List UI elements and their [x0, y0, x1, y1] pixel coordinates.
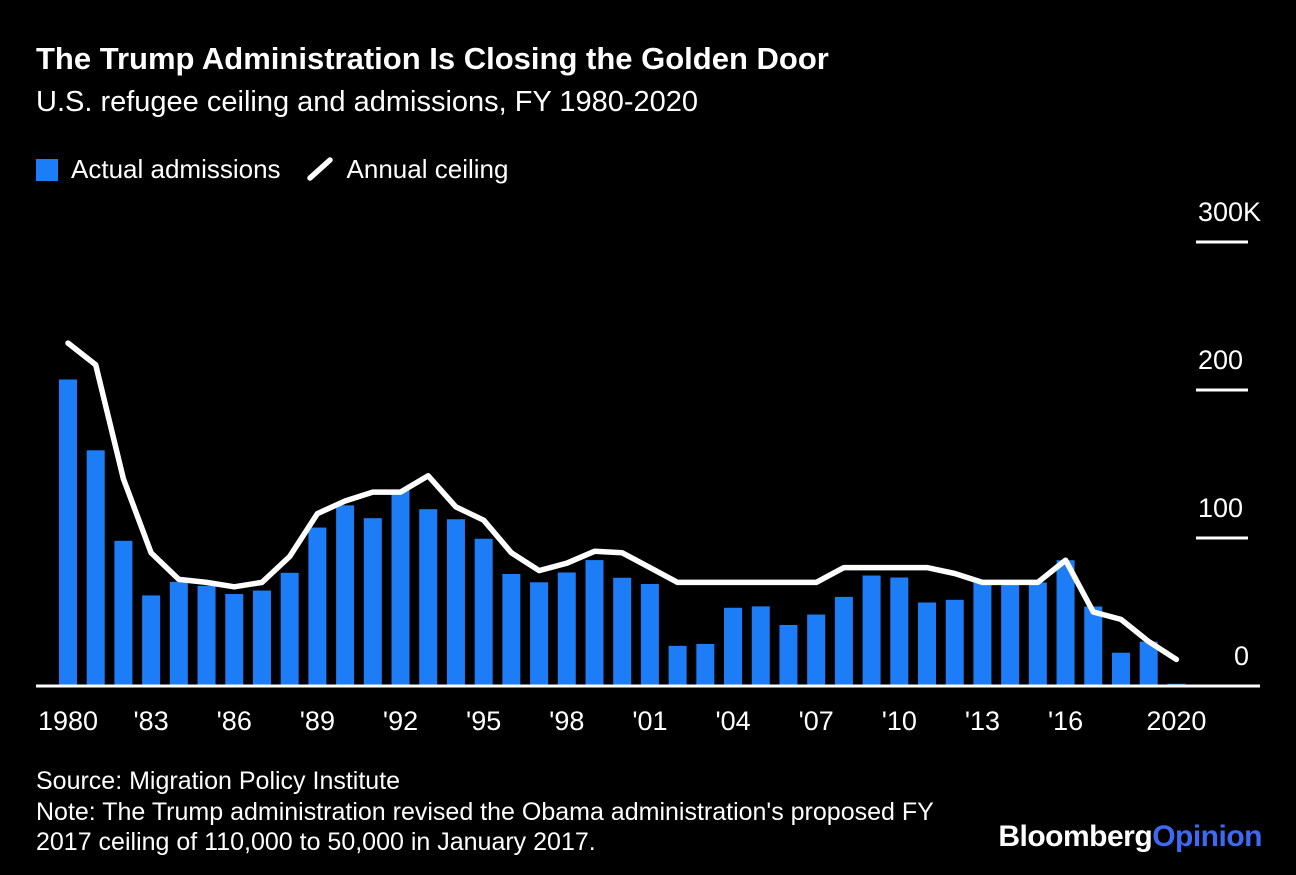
admissions-bar-1988 [280, 572, 299, 686]
admissions-bar-2018 [1111, 652, 1130, 686]
y-axis-tick-label: 300K [1198, 197, 1261, 227]
legend: Actual admissions Annual ceiling [36, 154, 508, 185]
admissions-bar-2009 [862, 575, 881, 686]
ceiling-line [65, 340, 1180, 663]
admissions-bar-1986 [225, 594, 244, 686]
admissions-bar-1982 [114, 540, 133, 686]
admissions-bar-1985 [197, 585, 216, 686]
footer-notes: Source: Migration Policy Institute Note:… [36, 766, 934, 858]
admissions-bar-2017 [1084, 606, 1103, 686]
admissions-bar-1998 [557, 572, 576, 686]
admissions-bar-1983 [142, 595, 161, 686]
admissions-bar-1989 [308, 527, 327, 686]
source-text: Source: Migration Policy Institute [36, 767, 401, 795]
x-axis-tick-label: '83 [134, 706, 169, 736]
admissions-bar-2006 [779, 624, 798, 686]
x-axis-tick-label: 2020 [1146, 706, 1206, 736]
y-axis-tick-label: 100 [1198, 493, 1243, 523]
x-axis-tick-label: '13 [965, 706, 1000, 736]
admissions-bar-2012 [945, 599, 964, 686]
y-axis-tick-label: 200 [1198, 345, 1243, 375]
admissions-bar-1996 [502, 573, 521, 686]
x-axis-tick-label: '16 [1048, 706, 1083, 736]
admissions-bar-2002 [668, 645, 687, 686]
chart-header: The Trump Administration Is Closing the … [36, 40, 829, 120]
admissions-bar-1995 [474, 538, 493, 686]
admissions-bar-2007 [807, 614, 826, 686]
admissions-bar-1994 [446, 519, 465, 686]
x-axis-tick-label: '86 [217, 706, 252, 736]
note-text-line1: Note: The Trump administration revised t… [36, 797, 934, 826]
admissions-bar-2005 [751, 606, 770, 686]
legend-item-ceiling: Annual ceiling [306, 154, 509, 185]
admissions-bar-2015 [1028, 582, 1047, 686]
admissions-bar-2019 [1139, 641, 1158, 686]
x-axis-tick-label: '95 [466, 706, 501, 736]
x-axis-tick-label: '98 [549, 706, 584, 736]
admissions-bar-1981 [86, 450, 105, 686]
x-axis-tick-label: '04 [715, 706, 750, 736]
admissions-bar-1993 [419, 509, 438, 686]
admissions-bar-1991 [363, 518, 382, 686]
x-axis-tick-label: '10 [882, 706, 917, 736]
admissions-bar-1980 [59, 379, 77, 686]
x-axis-tick-label: '01 [632, 706, 667, 736]
y-axis-tick-label: 0 [1234, 641, 1249, 671]
logo-opinion: Opinion [1152, 820, 1262, 853]
note-text-line2: 2017 ceiling of 110,000 to 50,000 in Jan… [36, 828, 596, 856]
admissions-bar-1992 [391, 489, 410, 686]
legend-item-admissions: Actual admissions [36, 154, 281, 185]
bloomberg-opinion-logo: BloombergOpinion [998, 820, 1262, 854]
admissions-bar-2013 [973, 582, 992, 686]
chart-subtitle: U.S. refugee ceiling and admissions, FY … [36, 86, 699, 118]
admissions-bar-1997 [530, 582, 549, 686]
admissions-bar-2016 [1056, 560, 1075, 686]
logo-bloomberg: Bloomberg [998, 820, 1153, 853]
admissions-bar-1990 [336, 505, 355, 686]
admissions-bar-1984 [169, 581, 188, 686]
admissions-bar-2014 [1001, 582, 1020, 686]
legend-ceiling-label: Annual ceiling [346, 154, 509, 184]
x-axis-tick-label: '89 [300, 706, 335, 736]
chart-title: The Trump Administration Is Closing the … [36, 41, 829, 76]
admissions-bar-2008 [834, 596, 853, 686]
admissions-bar-2000 [613, 577, 632, 686]
admissions-bar-2011 [918, 602, 937, 686]
x-axis-tick-label: '07 [799, 706, 834, 736]
admissions-bar-1999 [585, 560, 604, 686]
admissions-bar-1987 [252, 590, 271, 686]
legend-admissions-label: Actual admissions [71, 154, 281, 184]
x-axis-tick-label: 1980 [38, 706, 98, 736]
admissions-bar-2003 [696, 643, 715, 686]
x-axis-tick-label: '92 [383, 706, 418, 736]
admissions-bar-2001 [640, 583, 659, 686]
admissions-bar-2004 [724, 607, 743, 686]
admissions-bar-2010 [890, 577, 909, 686]
line-slash-icon [306, 157, 333, 181]
admissions-swatch-icon [36, 158, 58, 181]
